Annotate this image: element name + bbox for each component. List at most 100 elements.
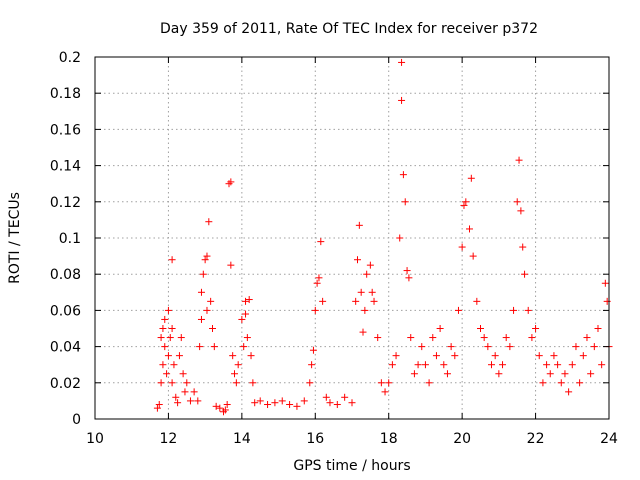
- data-point: [432, 352, 440, 360]
- data-point: [190, 388, 198, 396]
- data-point: [168, 256, 176, 264]
- data-point: [590, 343, 598, 351]
- data-point: [164, 352, 172, 360]
- x-tick-label: 18: [380, 431, 398, 447]
- data-point: [234, 361, 242, 369]
- data-point: [579, 352, 587, 360]
- data-point: [366, 261, 374, 269]
- data-point: [454, 306, 462, 314]
- data-point: [488, 361, 496, 369]
- data-point: [550, 352, 558, 360]
- data-point: [401, 198, 409, 206]
- data-point: [196, 343, 204, 351]
- data-point: [251, 399, 259, 407]
- data-point: [203, 252, 211, 260]
- y-tick-label: 0.04: [50, 340, 81, 356]
- data-point: [398, 58, 406, 66]
- data-point: [166, 334, 174, 342]
- y-tick-label: 0.14: [50, 159, 81, 175]
- y-tick-label: 0.02: [50, 376, 81, 392]
- data-point: [601, 279, 609, 287]
- data-point: [491, 352, 499, 360]
- data-point: [524, 306, 532, 314]
- data-point: [207, 297, 215, 305]
- data-point: [361, 306, 369, 314]
- y-tick-label: 0: [72, 412, 81, 428]
- y-tick-label: 0.18: [50, 86, 81, 102]
- data-point: [227, 261, 235, 269]
- data-point: [443, 370, 451, 378]
- data-point: [414, 361, 422, 369]
- data-point: [458, 243, 466, 251]
- data-point: [370, 297, 378, 305]
- axes: 10 12 14 16 18 20 22 24 0 0.02 0.04 0.06 0.08 0.1 0.12…: [50, 50, 618, 447]
- x-tick-label: 16: [306, 431, 324, 447]
- data-point: [229, 352, 237, 360]
- y-axis-label: ROTI / TECUs: [7, 192, 23, 284]
- data-point: [223, 401, 231, 409]
- grid-lines: [95, 57, 609, 419]
- data-point: [480, 334, 488, 342]
- data-point: [177, 334, 185, 342]
- x-tick-label: 12: [160, 431, 178, 447]
- data-point: [398, 96, 406, 104]
- data-point: [425, 379, 433, 387]
- data-point: [179, 370, 187, 378]
- data-point: [421, 361, 429, 369]
- data-point: [598, 361, 606, 369]
- y-tick-label: 0.08: [50, 267, 81, 283]
- x-tick-label: 10: [86, 431, 104, 447]
- data-point: [594, 325, 602, 332]
- data-point: [377, 379, 385, 387]
- data-point: [153, 404, 161, 412]
- data-point: [238, 315, 246, 323]
- data-point: [447, 343, 455, 351]
- data-point: [300, 397, 308, 405]
- data-point: [354, 256, 362, 264]
- data-point: [499, 361, 507, 369]
- data-point: [418, 343, 426, 351]
- data-point: [355, 221, 363, 229]
- y-tick-label: 0.1: [59, 231, 81, 247]
- data-point: [469, 252, 477, 260]
- data-point: [170, 361, 178, 369]
- data-point: [197, 315, 205, 323]
- data-point: [546, 370, 554, 378]
- data-point: [568, 361, 576, 369]
- x-tick-label: 22: [527, 431, 545, 447]
- data-point: [515, 156, 523, 164]
- data-point: [186, 397, 194, 405]
- data-point: [535, 352, 543, 360]
- data-point: [465, 225, 473, 233]
- data-point: [155, 401, 163, 409]
- data-point: [231, 370, 239, 378]
- data-point: [256, 397, 264, 405]
- data-point: [220, 408, 227, 416]
- data-point: [374, 334, 382, 342]
- y-tick-label: 0.06: [50, 303, 81, 319]
- data-point: [205, 218, 213, 226]
- y-tick-label: 0.16: [50, 122, 81, 138]
- data-point: [308, 361, 316, 369]
- data-point: [399, 171, 407, 179]
- data-point: [174, 399, 182, 407]
- data-point: [460, 201, 468, 209]
- x-tick-label: 14: [233, 431, 251, 447]
- data-points: [153, 58, 613, 416]
- data-point: [543, 361, 551, 369]
- data-point: [429, 334, 437, 342]
- data-point: [264, 401, 272, 409]
- data-point: [436, 325, 444, 332]
- data-point: [306, 379, 314, 387]
- data-point: [554, 361, 562, 369]
- data-point: [506, 343, 514, 351]
- data-point: [484, 343, 492, 351]
- data-point: [396, 234, 404, 242]
- data-point: [157, 334, 165, 342]
- data-point: [565, 388, 573, 396]
- data-point: [201, 256, 209, 264]
- data-point: [197, 288, 205, 296]
- data-point: [462, 198, 470, 206]
- data-point: [194, 397, 202, 405]
- data-point: [513, 198, 521, 206]
